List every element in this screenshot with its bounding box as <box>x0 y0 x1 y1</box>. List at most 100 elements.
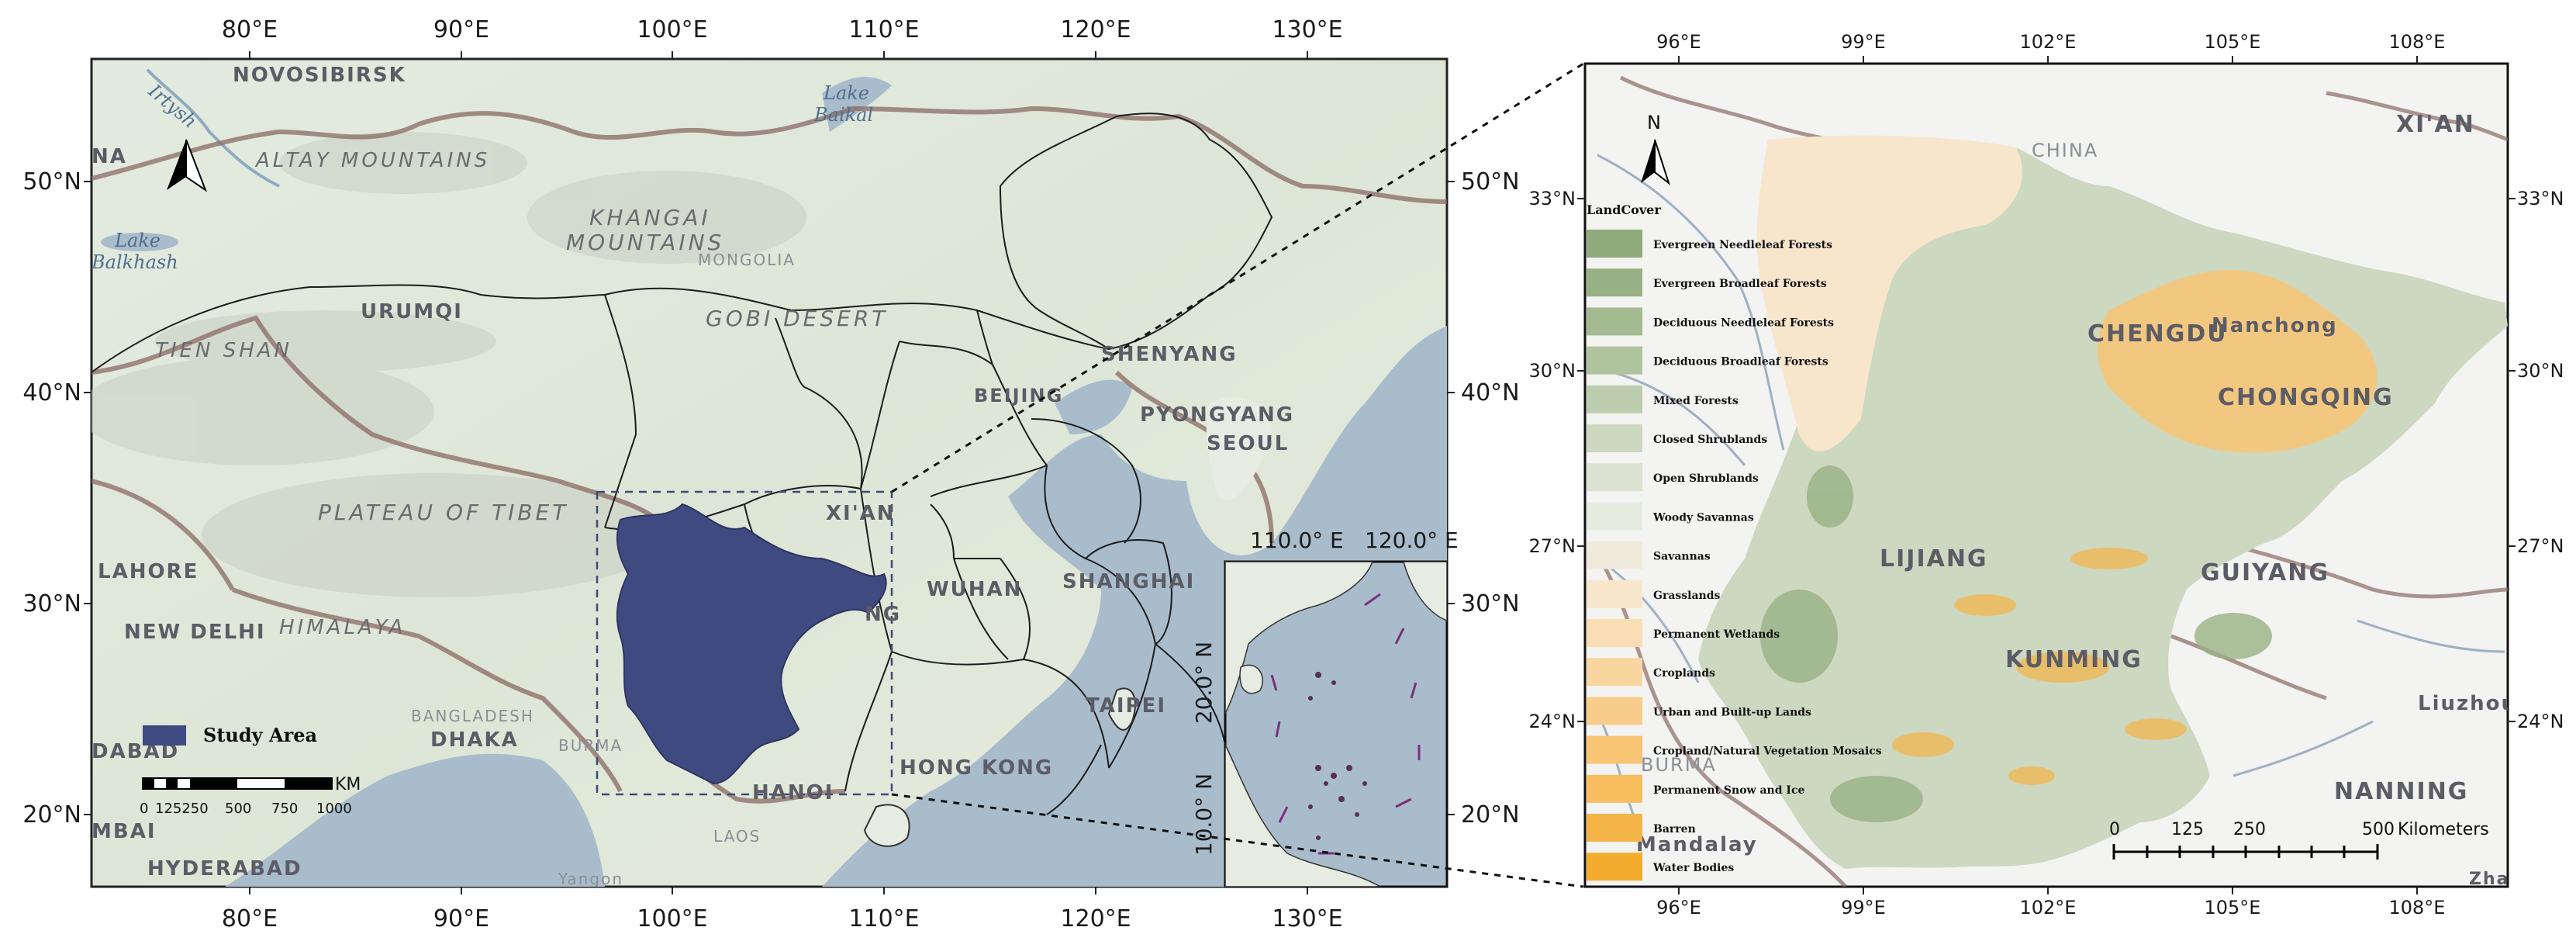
legend-swatch-16 <box>1587 853 1642 881</box>
label-wuhan: WUHAN <box>927 578 1022 601</box>
legend-label-1: Evergreen Broadleaf Forests <box>1653 278 1827 290</box>
legend-swatch-14 <box>1587 774 1642 803</box>
rlabel-burma: BURMA <box>1641 754 1717 776</box>
rscale-500: 500 <box>2362 820 2395 839</box>
lon-top-90: 90°E <box>433 16 489 43</box>
landcover-map: XI'AN CHINA CHENGDU Nanchong CHONGQING L… <box>1529 31 2564 919</box>
legend-swatch-6 <box>1587 463 1642 492</box>
right-frame-ticks <box>1577 56 2516 894</box>
label-mongolia: MONGOLIA <box>698 251 796 269</box>
rlabel-lijiang: LIJIANG <box>1880 545 1988 573</box>
rlabel-chengdu: CHENGDU <box>2087 320 2228 348</box>
scale-tick-0: 0 <box>140 801 148 817</box>
label-khangai: KHANGAI <box>589 205 711 230</box>
label-pyongyang: PYONGYANG <box>1140 403 1294 427</box>
rlat-left-30: 30°N <box>1529 360 1576 382</box>
rlon-bottom-102: 102°E <box>2020 897 2077 919</box>
label-mbai: MBAI <box>92 820 157 843</box>
right-lon-bottom: 96°E 99°E 102°E 105°E 108°E <box>1656 897 2445 919</box>
label-mountains: MOUNTAINS <box>566 230 724 255</box>
lon-bottom-120: 120°E <box>1060 905 1131 932</box>
rlabel-liuzhou: Liuzhou <box>2418 692 2517 715</box>
rlon-bottom-99: 99°E <box>1841 897 1886 919</box>
label-hanoi: HANOI <box>752 781 834 804</box>
label-shanghai: SHANGHAI <box>1062 570 1195 593</box>
rlabel-nanning: NANNING <box>2334 778 2468 805</box>
cropland-patches <box>1892 548 2187 785</box>
label-taipei: TAIPEI <box>1086 694 1166 718</box>
rlon-top-105: 105°E <box>2205 31 2261 53</box>
rlon-bottom-96: 96°E <box>1656 897 1701 919</box>
lat-left-40: 40°N <box>22 379 81 406</box>
rlat-left-33: 33°N <box>1529 188 1576 209</box>
rscale-unit: Kilometers <box>2398 820 2489 839</box>
rlabel-zha: Zha <box>2469 870 2509 889</box>
legend-label-11: Croplands <box>1653 667 1715 680</box>
korea-japan-land <box>1206 397 1272 501</box>
rscale-0: 0 <box>2109 820 2120 839</box>
legend-label-4: Mixed Forests <box>1653 395 1739 407</box>
label-beijing: BEIJING <box>974 385 1063 406</box>
forest-patches <box>1760 465 2272 822</box>
right-scale-bar <box>2112 844 2379 860</box>
rlat-left-27: 27°N <box>1529 535 1576 557</box>
inset-lat-10: 10.0° N <box>1191 773 1217 856</box>
legend-swatch-1 <box>1587 268 1642 297</box>
label-yangon: Yangon <box>558 870 623 888</box>
scale-tick-750: 750 <box>271 801 298 817</box>
label-lahore: LAHORE <box>98 560 199 583</box>
rlabel-guiyang: GUIYANG <box>2201 559 2329 586</box>
label-novosibirsk: NOVOSIBIRSK <box>233 64 406 87</box>
terrain-shading <box>92 132 806 597</box>
rlat-right-33: 33°N <box>2517 188 2564 209</box>
frame-ticks <box>84 51 1455 894</box>
legend-swatch-9 <box>1587 579 1642 608</box>
lon-bottom-90: 90°E <box>433 905 489 932</box>
legend-label-6: Open Shrublands <box>1653 472 1759 485</box>
label-seoul: SEOUL <box>1207 432 1289 455</box>
bay-of-bengal <box>225 753 605 887</box>
label-himalaya: HIMALAYA <box>279 616 406 639</box>
legend-label-15: Barren <box>1653 823 1696 835</box>
legend-label-14: Permanent Snow and Ice <box>1653 784 1804 797</box>
legend-swatch-2 <box>1587 307 1642 336</box>
legend-label-9: Grasslands <box>1653 590 1721 602</box>
rscale-125: 125 <box>2171 820 2204 839</box>
label-urumqi: URUMQI <box>361 300 463 323</box>
legend-swatch-5 <box>1587 424 1642 452</box>
taiwan <box>1107 687 1136 731</box>
label-burma: BURMA <box>558 736 623 755</box>
right-north-arrow-icon <box>1641 139 1670 185</box>
lat-left-30: 30°N <box>22 590 81 618</box>
rlat-right-24: 24°N <box>2517 711 2564 732</box>
label-tien-shan: TIEN SHAN <box>155 339 292 362</box>
label-lake-baikal-1: Lake <box>823 82 869 104</box>
lon-top-130: 130°E <box>1272 16 1342 43</box>
rlat-right-30: 30°N <box>2517 360 2564 382</box>
rlabel-china: CHINA <box>2032 140 2098 161</box>
label-new-delhi: NEW DELHI <box>124 621 266 644</box>
lat-labels-right: 50°N 40°N 30°N 20°N <box>1461 168 1520 829</box>
label-shenyang: SHENYANG <box>1101 343 1238 366</box>
lon-bottom-100: 100°E <box>637 905 707 932</box>
legend-swatch-3 <box>1587 346 1642 375</box>
legend-study-area-label: Study Area <box>203 724 317 746</box>
label-na: NA <box>92 145 127 168</box>
lon-bottom-130: 130°E <box>1272 905 1342 932</box>
legend-title: LandCover <box>1587 202 1661 217</box>
legend-study-area-swatch <box>143 725 186 746</box>
rlon-top-102: 102°E <box>2020 31 2077 53</box>
bohai-sea <box>1055 379 1132 434</box>
scale-unit: KM <box>335 775 361 794</box>
lat-right-40: 40°N <box>1461 379 1520 406</box>
lon-labels-top: 80°E 90°E 100°E 110°E 120°E 130°E <box>222 16 1343 43</box>
label-lake-baikal-2: Baikal <box>813 104 873 126</box>
label-xian: XI'AN <box>826 502 896 525</box>
label-bangladesh: BANGLADESH <box>411 707 534 725</box>
rlon-top-96: 96°E <box>1656 31 1701 53</box>
irtysh-river <box>146 68 280 188</box>
right-lat-left: 33°N 30°N 27°N 24°N <box>1529 188 1576 732</box>
legend-swatch-7 <box>1587 502 1642 531</box>
legend-label-16: Water Bodies <box>1652 862 1734 874</box>
legend-label-8: Savannas <box>1653 551 1711 563</box>
